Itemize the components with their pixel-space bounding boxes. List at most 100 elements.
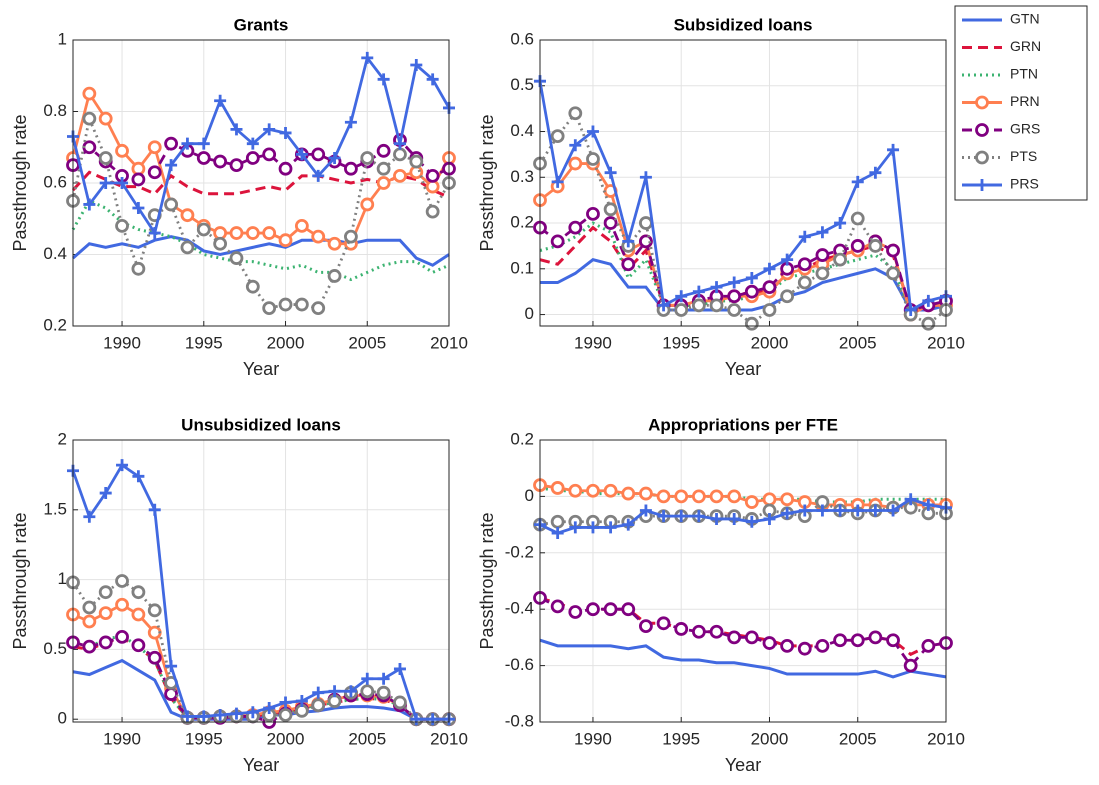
marker xyxy=(762,303,777,317)
marker xyxy=(131,607,146,622)
series-line xyxy=(539,638,947,679)
marker xyxy=(815,248,830,262)
marker xyxy=(98,151,113,165)
x-tick-label: 1995 xyxy=(185,333,223,352)
marker xyxy=(550,129,565,143)
x-axis-label: Year xyxy=(243,755,279,775)
marker xyxy=(361,672,374,685)
marker xyxy=(834,217,847,230)
marker xyxy=(745,515,758,528)
y-tick-label: 0.6 xyxy=(510,29,534,48)
marker xyxy=(551,175,564,188)
marker xyxy=(115,629,129,644)
y-tick-label: 0.4 xyxy=(43,244,67,263)
y-tick-label: 0.5 xyxy=(43,639,67,658)
marker xyxy=(82,600,97,615)
legend-label: PRS xyxy=(1010,176,1039,192)
y-tick-label: -0.2 xyxy=(505,542,534,561)
marker xyxy=(586,125,599,138)
x-tick-label: 2005 xyxy=(839,333,877,352)
marker xyxy=(921,316,936,331)
marker xyxy=(903,658,918,673)
series-line xyxy=(71,170,450,199)
x-tick-label: 2000 xyxy=(267,729,305,748)
y-tick-label: -0.8 xyxy=(505,711,534,730)
marker xyxy=(377,672,390,685)
axes-frame xyxy=(539,439,947,723)
marker xyxy=(762,280,777,295)
marker xyxy=(425,204,440,219)
series-line xyxy=(538,80,947,313)
y-tick-label: 0 xyxy=(525,304,534,323)
marker xyxy=(569,139,582,152)
marker xyxy=(294,297,309,312)
marker xyxy=(99,487,112,500)
marker xyxy=(410,713,423,726)
marker xyxy=(98,606,113,621)
chart-title: Grants xyxy=(234,15,289,34)
marker xyxy=(245,151,260,165)
marker xyxy=(327,236,342,251)
x-axis-label: Year xyxy=(725,755,761,775)
marker xyxy=(196,222,211,237)
marker xyxy=(361,51,374,64)
marker xyxy=(921,638,936,653)
marker xyxy=(745,271,758,284)
marker xyxy=(568,156,583,171)
x-tick-label: 1990 xyxy=(574,333,612,352)
marker xyxy=(869,504,882,517)
marker xyxy=(639,216,653,230)
series-line xyxy=(72,658,449,721)
marker xyxy=(586,206,600,221)
marker xyxy=(279,126,292,139)
marker xyxy=(230,707,243,720)
marker xyxy=(229,226,244,240)
marker xyxy=(295,148,308,161)
marker xyxy=(311,147,326,162)
plot-area xyxy=(540,40,946,326)
marker xyxy=(727,489,742,504)
marker xyxy=(311,301,326,316)
marker xyxy=(165,660,178,673)
y-axis-label: Passthrough rate xyxy=(10,114,30,251)
marker xyxy=(851,504,864,517)
marker xyxy=(279,696,292,709)
marker xyxy=(621,602,636,617)
y-tick-label: 0.5 xyxy=(510,75,534,94)
marker xyxy=(833,633,847,648)
marker xyxy=(922,498,935,511)
marker xyxy=(82,140,97,155)
marker xyxy=(657,299,670,312)
marker xyxy=(816,226,829,239)
marker xyxy=(165,159,178,172)
marker xyxy=(98,635,113,650)
marker xyxy=(586,521,599,534)
y-tick-label: 0.6 xyxy=(43,172,67,191)
marker xyxy=(674,622,689,636)
marker xyxy=(327,269,342,283)
marker xyxy=(798,230,811,243)
marker xyxy=(727,630,742,645)
legend-label: PTS xyxy=(1010,148,1037,164)
marker xyxy=(98,111,113,126)
marker xyxy=(744,316,759,331)
marker xyxy=(604,166,617,179)
x-tick-label: 2005 xyxy=(348,729,386,748)
marker xyxy=(551,527,564,540)
x-tick-label: 2010 xyxy=(927,333,965,352)
y-tick-label: 0.8 xyxy=(43,101,67,120)
y-tick-label: 0.1 xyxy=(510,258,534,277)
marker xyxy=(82,614,97,629)
marker xyxy=(851,175,864,188)
marker xyxy=(674,303,689,317)
marker xyxy=(798,504,811,517)
marker xyxy=(147,165,162,180)
marker xyxy=(376,685,391,700)
marker xyxy=(245,226,260,240)
marker xyxy=(376,176,391,190)
x-tick-label: 2010 xyxy=(430,333,468,352)
legend-marker xyxy=(976,179,988,191)
marker xyxy=(621,257,636,272)
marker xyxy=(180,208,195,223)
